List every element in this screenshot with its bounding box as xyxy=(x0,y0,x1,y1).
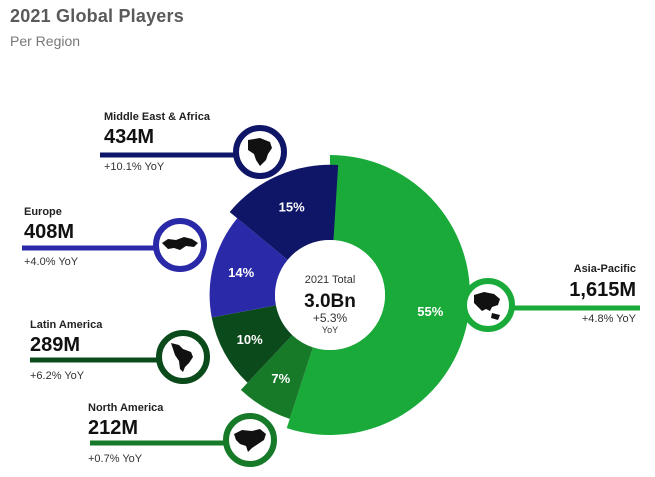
donut-center xyxy=(275,240,385,350)
region-yoy: +10.1% YoY xyxy=(104,161,165,173)
region-yoy: +6.2% YoY xyxy=(30,370,85,382)
center-yoy: +5.3% xyxy=(313,311,348,325)
region-value: 1,615M xyxy=(569,279,636,301)
region-yoy: +4.8% YoY xyxy=(582,313,637,325)
slice-percent-label: 15% xyxy=(279,199,305,214)
region-value: 289M xyxy=(30,334,80,356)
region-value: 212M xyxy=(88,417,138,439)
center-yoy-unit: YoY xyxy=(322,325,338,335)
region-name: Middle East & Africa xyxy=(104,111,211,123)
region-name: North America xyxy=(88,402,164,414)
pie-slice xyxy=(209,218,288,318)
pie-slice xyxy=(240,335,314,419)
region-name: Latin America xyxy=(30,319,103,331)
chart-subtitle: Per Region xyxy=(10,33,81,49)
center-label: 2021 Total xyxy=(305,274,356,286)
slice-percent-label: 7% xyxy=(271,371,290,386)
region-yoy: +0.7% YoY xyxy=(88,453,143,465)
pie-slice xyxy=(229,164,339,260)
pie-slice xyxy=(211,305,293,383)
africa-map-icon xyxy=(233,125,287,179)
slice-percent-label: 14% xyxy=(228,265,254,280)
region-yoy: +4.0% YoY xyxy=(24,256,79,268)
region-name: Asia-Pacific xyxy=(574,263,636,275)
chart-title: 2021 Global Players xyxy=(10,6,184,26)
north-america-map-icon xyxy=(223,413,277,467)
region-value: 408M xyxy=(24,221,74,243)
asia-pacific-map-icon xyxy=(461,278,515,332)
slice-percent-label: 55% xyxy=(417,304,443,319)
latin-america-map-icon xyxy=(156,330,210,384)
center-value: 3.0Bn xyxy=(304,291,356,312)
region-name: Europe xyxy=(24,206,62,218)
europe-map-icon xyxy=(153,218,207,272)
region-value: 434M xyxy=(104,126,154,148)
slice-percent-label: 10% xyxy=(237,332,263,347)
